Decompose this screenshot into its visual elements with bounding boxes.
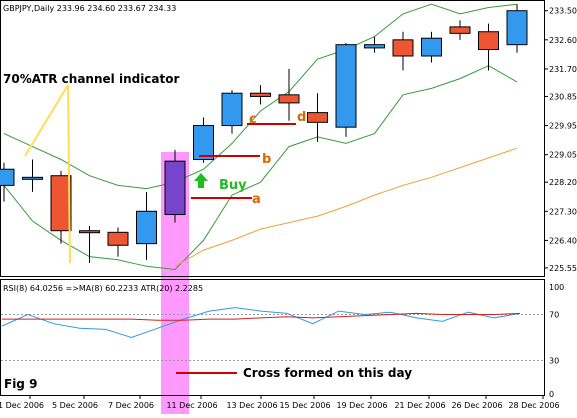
candle-body (0, 168, 15, 186)
candle-body (164, 160, 186, 216)
candle-body (449, 26, 471, 34)
candle (107, 227, 129, 257)
candle (136, 191, 157, 260)
price-tick-label: 232.60 (549, 36, 577, 45)
candle (307, 93, 328, 142)
buy-label: Buy (219, 178, 247, 193)
date-tick-label: 26 Dec 2006 (451, 401, 502, 410)
rsi-ma-line (2, 312, 521, 321)
candle-body (278, 94, 300, 104)
candle-layer (0, 4, 528, 264)
candle (278, 68, 300, 121)
candle-body (307, 112, 328, 123)
candle-body (421, 37, 442, 57)
date-tick-label: 21 Dec 2006 (394, 401, 445, 410)
cross-note: Cross formed on this day (243, 366, 412, 380)
price-axis: 233.50 232.60 231.70 230.85 229.95 229.05 228.… (544, 7, 577, 273)
candle (449, 20, 471, 40)
date-tick-label: 13 Dec 2006 (226, 401, 277, 410)
indicator-panel-frame (0, 279, 545, 396)
candle-body (335, 44, 357, 128)
letter-d: d (297, 110, 306, 125)
candle (50, 170, 72, 244)
indicator-tick-label: 100 (549, 283, 564, 292)
date-tick-label: 5 Dec 2006 (52, 401, 98, 410)
candle (164, 149, 186, 223)
price-tick-label: 230.85 (549, 92, 577, 101)
indicator-tick-label: 70 (549, 311, 559, 320)
candle (421, 31, 442, 63)
indicator-grid (1, 314, 544, 361)
candle-body (250, 92, 271, 97)
date-tick-label: 19 Dec 2006 (336, 401, 387, 410)
price-tick-label: 229.95 (549, 122, 577, 131)
candle-body (193, 125, 214, 161)
indicator-pointer-lines (24, 84, 71, 264)
date-tick-label: 7 Dec 2006 (108, 401, 154, 410)
price-tick-label: 225.55 (549, 264, 577, 273)
indicator-lines (1, 307, 521, 339)
candle-body (506, 10, 528, 46)
candle (79, 225, 100, 264)
date-tick-label: 1 Dec 2006 (0, 401, 44, 410)
indicator-axis: 100 70 30 0 (549, 283, 564, 399)
indicator-header: RSI(8) 64.0256 =>MA(8) 60.2233 ATR(20) 2… (3, 284, 203, 293)
pointer-line (24, 84, 69, 157)
candle (0, 162, 15, 202)
price-tick-label: 228.20 (549, 178, 577, 187)
price-panel-frame (0, 0, 545, 277)
candle-body (50, 175, 72, 232)
candle-body (392, 39, 414, 57)
channel-upper-line (3, 3, 518, 190)
letter-c: c (249, 112, 257, 127)
date-tick-label: 28 Dec 2006 (508, 401, 559, 410)
candle (221, 89, 243, 134)
price-tick-label: 226.40 (549, 236, 577, 245)
candle (364, 36, 385, 53)
date-tick-label: 15 Dec 2006 (279, 401, 330, 410)
indicator-tick-label: 0 (549, 390, 554, 399)
annotation-lines (191, 123, 296, 199)
letter-a: a (252, 192, 261, 207)
date-axis: 1 Dec 2006 5 Dec 2006 7 Dec 2006 11 Dec 200… (0, 395, 560, 410)
indicator-label: 70%ATR channel indicator (3, 72, 180, 86)
price-tick-label: 231.70 (549, 65, 577, 74)
candle-body (136, 210, 157, 245)
candle (478, 23, 499, 71)
price-tick-label: 229.05 (549, 151, 577, 160)
price-tick-label: 227.30 (549, 207, 577, 216)
letter-b: b (262, 152, 271, 167)
candle-body (221, 92, 243, 127)
candle-body (364, 44, 385, 49)
candle (506, 4, 528, 53)
candle-body (107, 231, 129, 246)
fig-label: Fig 9 (4, 377, 37, 391)
candle (250, 85, 271, 105)
moving-average-line (174, 147, 518, 267)
candle (392, 31, 414, 71)
candle-body (22, 176, 43, 180)
date-tick-label: 11 Dec 2006 (166, 401, 217, 410)
buy-arrow-icon (194, 173, 208, 188)
pointer-line (67, 84, 71, 264)
candle-body (79, 230, 100, 234)
price-tick-label: 233.50 (549, 7, 577, 16)
candle (22, 159, 43, 192)
candle-body (478, 31, 499, 51)
candle (335, 43, 357, 137)
indicator-tick-label: 30 (549, 357, 559, 366)
rsi-line (1, 307, 521, 339)
chart-header: GBPJPY,Daily 233.96 234.60 233.67 234.33 (3, 4, 176, 13)
